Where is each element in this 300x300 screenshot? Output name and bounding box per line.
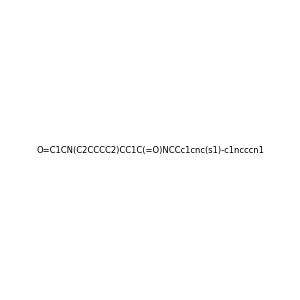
Text: O=C1CN(C2CCCC2)CC1C(=O)NCCc1cnc(s1)-c1ncccn1: O=C1CN(C2CCCC2)CC1C(=O)NCCc1cnc(s1)-c1nc… <box>36 146 264 154</box>
